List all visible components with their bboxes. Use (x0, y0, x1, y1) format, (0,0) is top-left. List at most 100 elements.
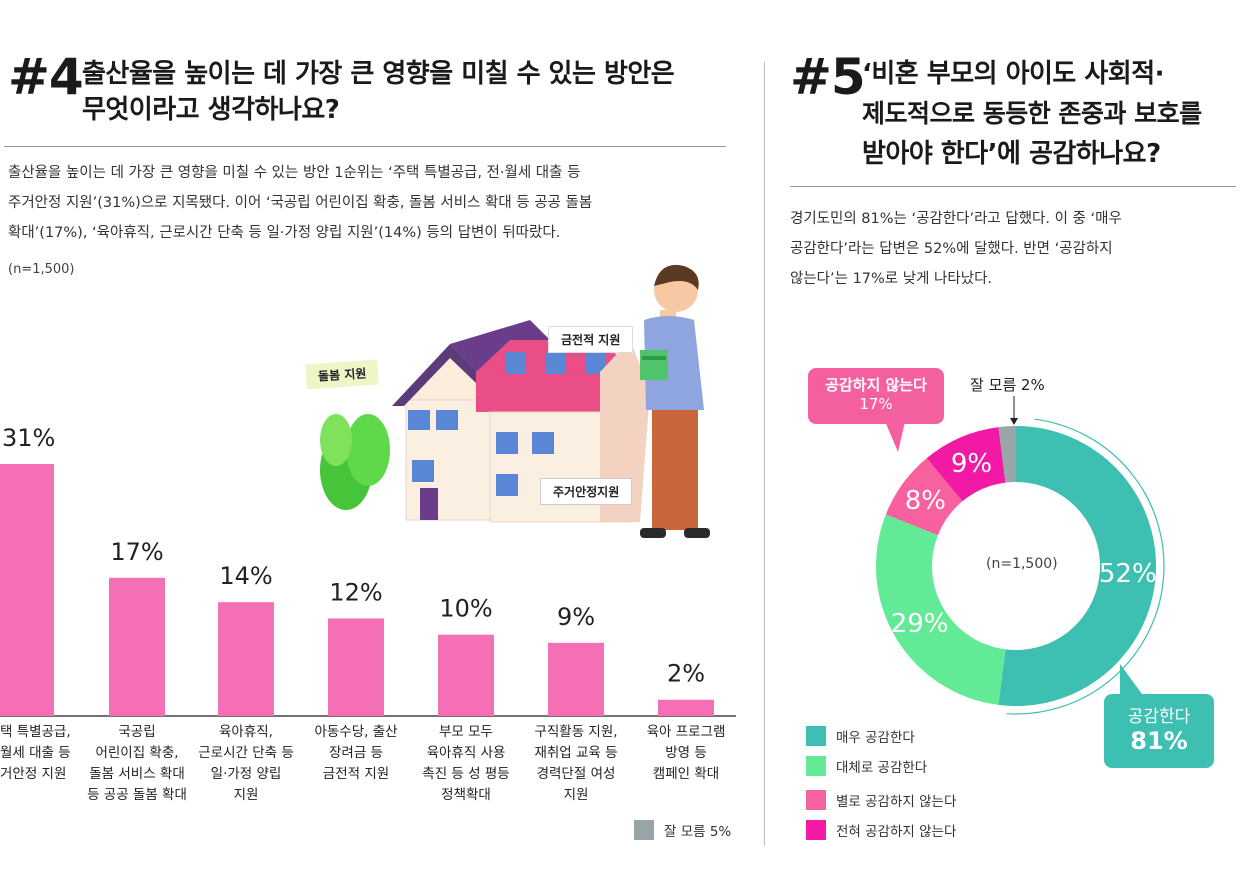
dont-know-swatch (634, 820, 654, 840)
callout-disagree-value: 17% (859, 395, 893, 413)
legend-disagree: 별로 공감하지 않는다 (806, 790, 956, 810)
bar-value-label-6: 2% (667, 660, 705, 688)
donut-slice-label-2: 8% (905, 486, 946, 516)
dont-know-legend: 잘 모름 5% (634, 820, 731, 840)
tag-housing-support: 주거안정지원 (540, 478, 633, 505)
illustration (320, 264, 710, 538)
q4-body-line2: 주거안정 지원’(31%)으로 지목됐다. 이어 ‘국공립 어린이집 확충, 돌… (8, 195, 593, 211)
q4-title-line2: 무엇이라고 생각하나요? (82, 95, 340, 125)
callout-agree: 공감한다 81% (1104, 694, 1214, 768)
bar-category-line: 월세 대출 등 (0, 745, 71, 761)
legend-swatch-strongly-disagree (806, 820, 826, 840)
person-icon (640, 264, 710, 538)
legend-swatch-agree (806, 756, 826, 776)
legend-label-disagree: 별로 공감하지 않는다 (836, 794, 957, 810)
callout-dontknow-arrow (1010, 396, 1018, 425)
bar-value-label-1: 17% (110, 538, 163, 566)
q5-body-line2: 공감한다’라는 답변은 52%에 달했다. 반면 ‘공감하지 (790, 241, 1113, 257)
donut-slice-label-3: 9% (951, 449, 992, 479)
legend-swatch-strongly-agree (806, 726, 826, 746)
bar-category-label-6: 육아 프로그램 방영 등 캠페인 확대 (626, 722, 746, 785)
bar-category-line: 지원 (233, 787, 259, 803)
callout-agree-value: 81% (1130, 727, 1188, 755)
bar-1 (109, 577, 165, 716)
bar-category-line: 지원 (563, 787, 589, 803)
q5-body-line3: 않는다’는 17%로 낮게 나타났다. (790, 271, 993, 287)
bar-value-label-2: 14% (219, 562, 272, 590)
donut-slice-4 (998, 426, 1016, 483)
donut-slice-label-1: 29% (891, 609, 949, 639)
donut-chart: 52% 29% 8%9% (876, 418, 1165, 715)
callout-disagree-title: 공감하지 않는다 (825, 376, 927, 394)
q4-n-label: (n=1,500) (8, 262, 75, 277)
bar-category-line: 육아 프로그램 (646, 724, 726, 740)
house-icon (392, 320, 650, 523)
bar-2 (218, 602, 274, 716)
bar-category-line: 금전적 지원 (322, 766, 390, 782)
callout-disagree: 공감하지 않는다 17% (808, 368, 944, 424)
q5-title-line3: 받아야 한다’에 공감하나요? (862, 139, 1161, 169)
section-divider (764, 62, 765, 846)
bar-value-label-5: 9% (557, 603, 595, 631)
bar-category-line: 방영 등 (665, 745, 707, 761)
donut-slice-3 (926, 427, 1006, 502)
legend-strongly-agree: 매우 공감한다 (806, 726, 915, 746)
donut-slice-label-0: 52% (1099, 559, 1157, 589)
donut-slice-2 (885, 458, 963, 536)
tag-financial-support: 금전적 지원 (548, 326, 634, 353)
bar-category-line: 구직활동 지원, (534, 724, 618, 740)
bar-category-line: 거안정 지원 (0, 766, 67, 782)
legend-label-strongly-disagree: 전혀 공감하지 않는다 (836, 824, 957, 840)
bar-category-line: 부모 모두 (439, 724, 493, 740)
bar-category-line: 돌봄 서비스 확대 (89, 766, 185, 782)
bar-category-line: 경력단절 여성 (536, 766, 616, 782)
q4-body-line1: 출산율을 높이는 데 가장 큰 영향을 미칠 수 있는 방안 1순위는 ‘주택 … (8, 165, 581, 181)
legend-swatch-disagree (806, 790, 826, 810)
bar-category-label-4: 부모 모두 육아휴직 사용 촉진 등 성 평등 정책확대 (406, 722, 526, 806)
agree-arc-guide (1006, 418, 1165, 715)
legend-strongly-disagree: 전혀 공감하지 않는다 (806, 820, 956, 840)
legend-label-strongly-agree: 매우 공감한다 (836, 730, 915, 746)
q4-title-line1: 출산율을 높이는 데 가장 큰 영향을 미칠 수 있는 방안은 (82, 59, 675, 89)
q5-title-line2: 제도적으로 동등한 존중과 보호를 (862, 99, 1202, 128)
tag-care-support: 돌봄 지원 (305, 359, 380, 390)
bar-category-line: 정책확대 (441, 787, 491, 803)
bar-3 (328, 618, 384, 716)
donut-slice-0 (998, 426, 1156, 706)
q5-body-line1: 경기도민의 81%는 ‘공감한다’라고 답했다. 이 중 ‘매우 (790, 211, 1122, 227)
bar-6 (658, 699, 714, 716)
bar-0 (0, 464, 54, 716)
donut-slice-1 (876, 514, 1006, 705)
q4-body-line3: 확대’(17%), ‘육아휴직, 근로시간 단축 등 일·가정 양립 지원’(1… (8, 225, 561, 241)
q4-title-rule (4, 146, 726, 147)
bar-category-line: 아동수당, 출산 (314, 724, 398, 740)
bar-category-line: 일·가정 양립 (210, 766, 282, 782)
bar-chart: 31% 17% 14% 12% 10% 9% 2% (0, 424, 736, 717)
q4-number: #4 (8, 48, 84, 106)
bar-category-line: 장려금 등 (329, 745, 383, 761)
bar-category-line: 재취업 교육 등 (534, 745, 618, 761)
bar-category-line: 육아휴직, (219, 724, 273, 740)
bar-category-label-1: 국공립 어린이집 확충, 돌봄 서비스 확대 등 공공 돌봄 확대 (77, 722, 197, 806)
bar-4 (438, 634, 494, 716)
q5-title-rule (790, 186, 1236, 187)
bar-category-line: 육아휴직 사용 (426, 745, 506, 761)
bar-value-label-3: 12% (329, 578, 382, 606)
callout-agree-title: 공감한다 (1127, 707, 1191, 727)
callout-dontknow: 잘 모름 2% (970, 376, 1045, 394)
donut-center-label: (n=1,500) (986, 556, 1058, 572)
bar-category-line: 택 특별공급, (0, 724, 71, 740)
q5-title-line1: ‘비혼 부모의 아이도 사회적· (862, 59, 1165, 89)
bar-category-line: 근로시간 단축 등 (198, 745, 294, 761)
legend-label-agree: 대체로 공감한다 (836, 760, 928, 776)
bar-category-line: 등 공공 돌봄 확대 (87, 787, 187, 803)
callout-agree-tail (1120, 664, 1142, 694)
q5-number: #5 (790, 48, 866, 106)
bar-category-line: 국공립 (118, 724, 156, 740)
bush-icon (320, 414, 390, 510)
bar-5 (548, 642, 604, 716)
